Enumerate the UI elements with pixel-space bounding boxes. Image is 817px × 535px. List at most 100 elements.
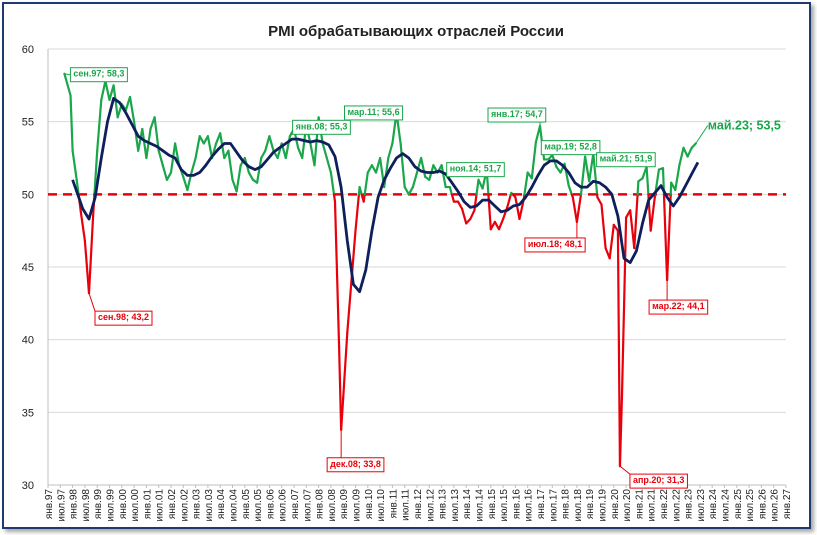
pmi-segment (141, 127, 148, 160)
pmi-segment (137, 127, 144, 152)
pmi-segment (636, 180, 640, 196)
annotation-box (524, 237, 586, 253)
x-tick-label: июл.24 (721, 489, 732, 522)
pmi-segment (662, 193, 669, 282)
pmi-segment (354, 193, 361, 232)
pmi-segment (227, 149, 234, 181)
pmi-segment (450, 193, 455, 203)
x-tick-label: янв.27 (782, 489, 793, 520)
pmi-segment (332, 193, 337, 203)
pmi-segment (686, 146, 693, 158)
x-tick-label: июл.09 (352, 489, 363, 522)
y-tick-label: 60 (22, 44, 34, 56)
pmi-segment (616, 229, 622, 468)
moving-average-layer (71, 97, 700, 294)
pmi-segment (69, 94, 74, 152)
x-tick-label: июл.12 (425, 489, 436, 522)
pmi-segment (649, 196, 656, 232)
pmi-segment (506, 193, 512, 209)
annotation-label: май.21; 51,9 (600, 154, 653, 164)
x-tick-label: янв.97 (44, 489, 55, 520)
annotation-box (446, 162, 505, 178)
annotation-callout: май.21; 51,9 (596, 152, 656, 168)
annotation-box (596, 152, 656, 168)
annotation-callout: сен.98; 43,2 (88, 293, 153, 326)
x-tick-label: июл.07 (302, 489, 313, 522)
x-tick-label: янв.18 (561, 489, 572, 520)
annotation-callout: июл.18; 48,1 (524, 221, 586, 253)
pmi-segment (383, 156, 390, 189)
x-tick-label: июл.97 (56, 489, 67, 522)
pmi-segment (340, 396, 345, 431)
annotation-box (629, 473, 688, 489)
annotation-label: янв.17; 54,7 (491, 109, 543, 119)
pmi-segment (469, 209, 476, 221)
x-tick-label: июл.03 (204, 489, 215, 522)
pmi-segment (665, 193, 672, 282)
annotation-label: апр.20; 31,3 (633, 475, 684, 485)
pmi-segment (600, 203, 607, 250)
x-tick-label: янв.12 (413, 489, 424, 520)
annotation-leader (64, 73, 71, 76)
pmi-segment (71, 149, 78, 181)
x-tick-label: янв.00 (118, 489, 129, 520)
x-tick-label: июл.08 (327, 489, 338, 522)
annotation-callout: май.23; 53,5 (695, 118, 781, 144)
pmi-segment (579, 155, 587, 196)
y-axis: 30 35 40 45 50 55 60 (22, 44, 49, 492)
x-tick-label: июл.25 (745, 489, 756, 522)
pmi-segment (620, 216, 628, 396)
x-tick-label: янв.14 (462, 489, 473, 520)
x-tick-label: янв.15 (487, 489, 498, 520)
y-tick-label: 30 (22, 480, 34, 492)
x-tick-label: янв.03 (192, 489, 203, 520)
x-tick-label: июл.10 (376, 489, 387, 522)
pmi-segment (96, 98, 103, 152)
annotation-box (540, 140, 601, 156)
pmi-segment (338, 345, 343, 431)
pmi-segment (514, 196, 521, 221)
annotation-label: ноя.14; 51,7 (450, 164, 502, 174)
annotation-leader (619, 465, 631, 475)
pmi-segment (518, 199, 525, 221)
pmi-segment (358, 185, 363, 196)
x-tick-label: июл.15 (499, 489, 510, 522)
pmi-segment (182, 175, 189, 192)
x-tick-label: янв.07 (290, 489, 301, 520)
annotation-callout: дек.08; 33,8 (326, 429, 385, 473)
pmi-segment (157, 149, 164, 167)
pmi-segment (440, 164, 447, 189)
annotation-callout: янв.17; 54,7 (487, 107, 547, 127)
pmi-segment (104, 79, 111, 101)
pmi-segment (461, 207, 468, 225)
chart-title: PMI обрабатывающих отраслей России (268, 23, 564, 40)
pmi-segment (321, 142, 328, 160)
annotation-box (326, 457, 385, 473)
x-tick-label: июл.99 (106, 489, 117, 522)
pmi-segment (93, 149, 99, 196)
annotation-label: сен.97; 58,3 (73, 69, 124, 79)
annotation-label: мар.22; 44,1 (652, 301, 705, 311)
pmi-segment (530, 140, 538, 180)
y-tick-label: 55 (22, 117, 34, 129)
x-tick-label: июл.20 (622, 489, 633, 522)
pmi-segment (674, 164, 681, 192)
pmi-segment (128, 95, 136, 123)
pmi-segment (583, 155, 591, 183)
pmi-segment (387, 142, 394, 160)
pmi-segment (596, 196, 603, 206)
x-tick-label: янв.06 (265, 489, 276, 520)
x-tick-label: янв.11 (388, 489, 399, 519)
x-tick-label: июл.17 (548, 489, 559, 522)
x-tick-label: янв.04 (216, 489, 227, 520)
y-tick-label: 35 (22, 407, 34, 419)
x-tick-label: янв.01 (142, 489, 153, 520)
annotation-label: май.23; 53,5 (708, 118, 781, 132)
pmi-segment (133, 120, 140, 152)
x-tick-label: янв.23 (684, 489, 695, 520)
pmi-segment (420, 156, 427, 178)
pmi-segment (161, 164, 168, 181)
x-tick-label: июл.22 (671, 489, 682, 522)
grid-layer (48, 48, 786, 486)
